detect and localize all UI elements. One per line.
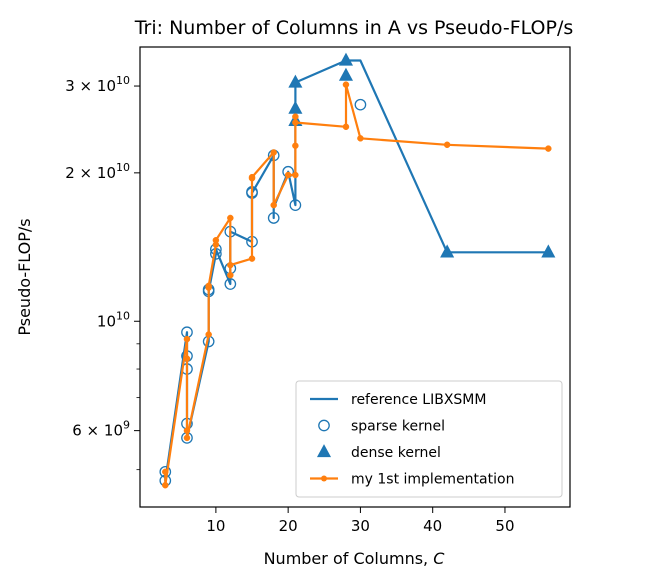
my-implementation-point [292,113,299,120]
legend: reference LIBXSMM sparse kernel dense kern… [295,380,563,498]
my-implementation-point [248,173,256,181]
my-implementation-point [227,214,234,222]
my-implementation-point [227,271,234,279]
legend-swatch-mine-dot [321,475,327,482]
my-implementation-point [183,434,191,442]
my-implementation-point [357,135,364,142]
chart-title: Tri: Number of Columns in A vs Pseudo-FL… [134,17,574,39]
my-implementation-point [183,427,191,434]
y-tick-label: 2 × 1010 [65,161,130,182]
my-implementation-point [183,355,191,362]
my-implementation-point [270,149,277,156]
x-tick-label: 50 [495,517,514,535]
legend-label: my 1st implementation [351,472,514,488]
dense-kernel-point [338,52,354,66]
y-tick-label: 6 × 109 [72,419,130,440]
dense-kernel-point [440,244,455,258]
legend-box [295,380,563,498]
y-tick-label: 1010 [97,309,130,330]
my-implementation-point [162,468,169,476]
series-layer [159,52,556,489]
y-tick-label: 3 × 1010 [65,74,130,95]
y-axis-label: Pseudo-FLOP/s [15,218,34,335]
my-implementation-point [292,142,299,149]
x-tick-label: 30 [351,517,370,535]
x-axis-label: Number of Columns, C [264,549,446,568]
my-implementation-point [248,255,256,262]
my-implementation-point [227,261,234,269]
legend-label: dense kernel [351,445,441,461]
my-implementation-point [443,141,451,149]
my-implementation-point [292,171,299,179]
sparse-kernel-point [224,278,237,290]
my-implementation-point [270,201,277,209]
my-implementation-point [162,481,169,489]
y-axis: 6 × 109 1010 2 × 1010 3 × 1010 [65,74,140,471]
dense-kernel-point [288,74,303,88]
x-tick-label: 20 [279,517,298,535]
x-tick-label: 40 [423,517,442,535]
sparse-kernel-point [289,199,302,211]
my-implementation-point [205,282,212,290]
my-implementation-point [545,145,552,152]
x-axis-label-text: Number of Columns, [264,549,434,568]
sparse-kernel-point [354,98,367,111]
my-implementation-point [292,119,299,126]
my-implementation-point [342,81,350,88]
my-implementation-point [183,335,191,343]
my-implementation-point [212,236,220,244]
my-implementation-point [284,171,292,179]
sparse-kernel-point [267,212,280,224]
legend-label: sparse kernel [351,419,445,435]
x-axis: 10 20 30 40 50 [206,507,515,535]
x-axis-label-variable: C [433,549,445,568]
my-implementation-point [205,331,212,338]
dense-kernel-point [338,67,354,81]
legend-label: reference LIBXSMM [351,392,486,408]
x-tick-label: 10 [206,517,225,535]
my-implementation-point [342,123,350,131]
dense-kernel-point [541,244,556,258]
legend-swatch-sparse [318,419,330,432]
legend-swatch-dense [316,444,332,458]
